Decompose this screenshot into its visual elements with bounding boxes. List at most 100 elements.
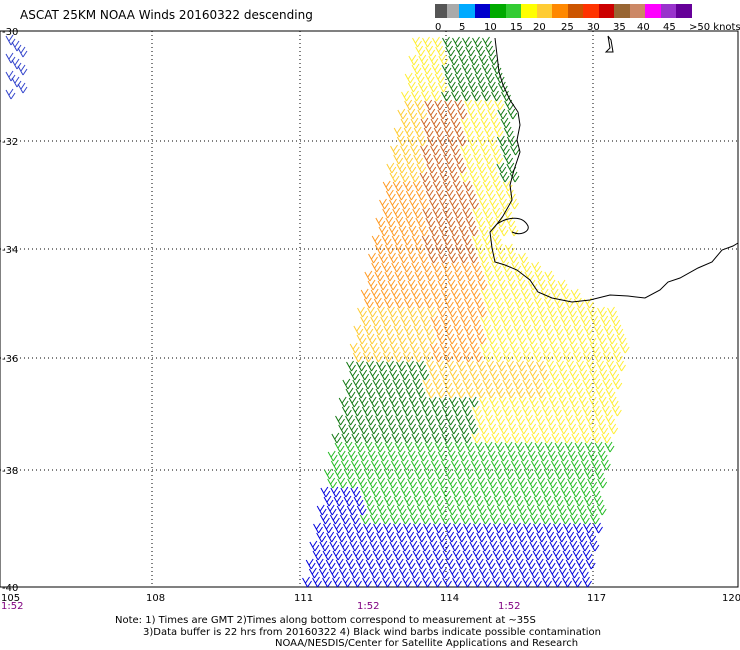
wind-barb bbox=[435, 387, 446, 399]
wind-barb bbox=[541, 405, 552, 417]
wind-barb bbox=[577, 306, 587, 318]
wind-barb bbox=[323, 495, 334, 507]
wind-barb bbox=[609, 369, 620, 381]
wind-barb bbox=[404, 468, 414, 480]
wind-barb bbox=[441, 405, 452, 417]
wind-barb bbox=[372, 351, 383, 363]
wind-barb bbox=[399, 342, 410, 354]
wind-barb bbox=[355, 387, 366, 399]
wind-barb bbox=[362, 378, 373, 390]
wind-barb bbox=[350, 459, 361, 471]
wind-barb bbox=[570, 459, 581, 471]
wind-barb bbox=[576, 531, 587, 543]
wind-barb bbox=[490, 288, 501, 300]
wind-barb bbox=[482, 180, 493, 192]
wind-barb bbox=[382, 207, 393, 219]
wind-barb bbox=[376, 360, 386, 372]
wind-barb bbox=[421, 405, 432, 417]
wind-barb bbox=[416, 360, 426, 372]
wind-barb bbox=[589, 540, 600, 552]
wind-barb bbox=[420, 288, 431, 300]
wind-barb bbox=[337, 450, 348, 462]
wind-barb bbox=[400, 117, 411, 129]
wind-barb bbox=[416, 333, 427, 345]
wind-barb bbox=[439, 342, 450, 354]
wind-barb bbox=[388, 252, 398, 264]
wind-barb bbox=[472, 351, 483, 363]
wind-barb bbox=[476, 504, 487, 516]
wind-barb bbox=[524, 441, 535, 453]
wind-barb bbox=[564, 441, 575, 453]
wind-barb bbox=[512, 378, 523, 390]
wind-barb bbox=[437, 81, 448, 93]
wind-barb bbox=[456, 360, 466, 372]
wind-barb bbox=[385, 216, 396, 228]
wind-barb bbox=[387, 450, 398, 462]
wind-barb bbox=[448, 423, 459, 435]
wind-barb bbox=[468, 423, 479, 435]
wind-barb bbox=[479, 513, 490, 525]
wind-barb bbox=[342, 378, 353, 390]
wind-barb bbox=[398, 423, 409, 435]
wind-barb bbox=[584, 441, 595, 453]
wind-barb bbox=[503, 297, 514, 309]
wind-barb bbox=[493, 522, 503, 534]
wind-barb bbox=[570, 486, 581, 498]
wind-barb bbox=[505, 387, 516, 399]
legend-swatch bbox=[505, 4, 521, 18]
wind-barb bbox=[516, 360, 526, 372]
wind-barb bbox=[371, 261, 382, 273]
wind-barb bbox=[455, 414, 465, 426]
wind-barb bbox=[399, 513, 410, 525]
wind-barb bbox=[374, 243, 385, 255]
wind-barb bbox=[525, 414, 535, 426]
wind-barb bbox=[446, 135, 457, 147]
wind-barb bbox=[393, 297, 404, 309]
wind-barb bbox=[360, 459, 371, 471]
wind-barb bbox=[360, 486, 371, 498]
wind-barb bbox=[313, 522, 323, 534]
wind-barb bbox=[460, 486, 471, 498]
wind-barb bbox=[430, 117, 441, 129]
wind-barb bbox=[497, 108, 508, 120]
wind-barb bbox=[364, 441, 375, 453]
wind-barb bbox=[393, 495, 404, 507]
wind-barb bbox=[376, 531, 387, 543]
wind-barb bbox=[444, 243, 455, 255]
wind-barb bbox=[396, 504, 407, 516]
wind-barb bbox=[368, 567, 379, 579]
wind-barb bbox=[533, 522, 543, 534]
wind-barb bbox=[552, 378, 563, 390]
wind-barb bbox=[489, 540, 500, 552]
wind-barb bbox=[322, 576, 332, 588]
wind-barb bbox=[468, 252, 478, 264]
wind-barb bbox=[500, 117, 511, 129]
wind-barb bbox=[391, 432, 402, 444]
wind-barb bbox=[537, 279, 548, 291]
wind-barb bbox=[455, 45, 466, 57]
wind-barb bbox=[450, 117, 461, 129]
wind-barb bbox=[522, 378, 533, 390]
wind-barb bbox=[326, 531, 337, 543]
wind-barb bbox=[557, 279, 568, 291]
wind-barb bbox=[517, 450, 528, 462]
wind-barb bbox=[483, 153, 494, 165]
wind-barb bbox=[426, 504, 437, 516]
legend-label: 0 bbox=[435, 22, 442, 33]
wind-barb bbox=[510, 459, 521, 471]
wind-barb bbox=[473, 522, 483, 534]
wind-barb bbox=[601, 405, 612, 417]
wind-barb bbox=[440, 144, 450, 156]
wind-barb bbox=[394, 243, 405, 255]
wind-barb bbox=[576, 333, 587, 345]
wind-barb bbox=[542, 378, 553, 390]
wind-barb bbox=[17, 46, 28, 58]
wind-barb bbox=[422, 180, 433, 192]
wind-barb bbox=[498, 252, 508, 264]
wind-barb bbox=[450, 459, 461, 471]
wind-barb bbox=[413, 297, 424, 309]
wind-barb bbox=[515, 558, 526, 570]
wind-barb bbox=[576, 504, 587, 516]
wind-barb bbox=[543, 495, 554, 507]
wind-barb bbox=[412, 576, 422, 588]
